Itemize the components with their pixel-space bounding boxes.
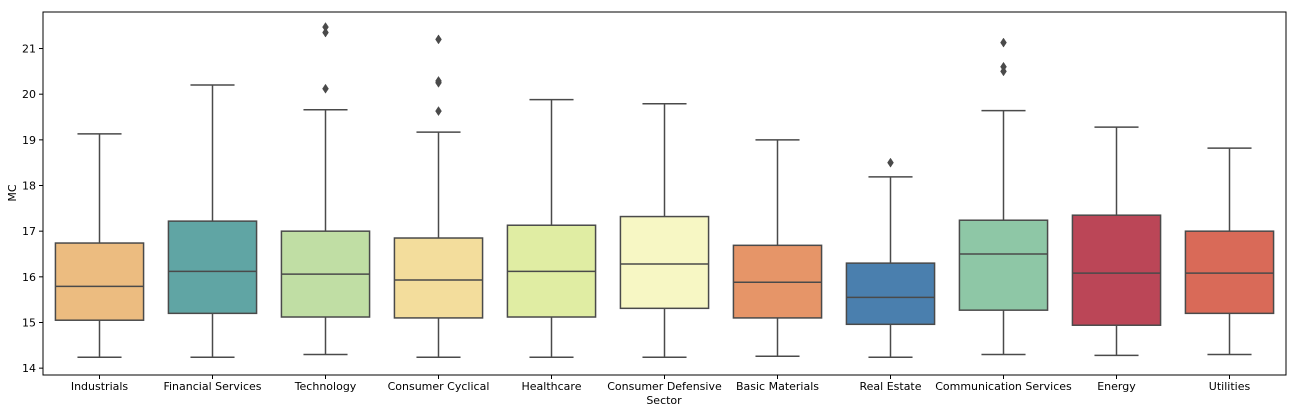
outlier-point [435,106,442,117]
x-tick-label: Technology [294,380,357,393]
x-axis: Industrials Financial Services Technology C… [71,375,1251,393]
box-marks [54,22,1275,358]
box-group [619,103,710,358]
x-axis-label: Sector [646,394,682,407]
y-tick-label: 21 [22,43,36,56]
outlier-point [435,75,442,86]
x-tick-label: Basic Materials [736,380,819,393]
y-tick-label: 14 [22,362,36,375]
y-axis: 14 15 16 17 18 19 20 21 [22,43,43,375]
box [619,215,710,310]
x-tick-label: Consumer Cyclical [388,380,490,393]
x-tick-label: Real Estate [859,380,921,393]
box [845,262,936,326]
box-group [506,98,597,358]
box [167,220,258,315]
box-group [167,84,258,358]
outlier-point [322,22,329,33]
x-tick-label: Utilities [1209,380,1251,393]
box [1071,214,1162,326]
box-group [280,22,371,356]
box [1184,230,1275,315]
outlier-point [322,83,329,94]
y-tick-label: 15 [22,316,36,329]
box-group [958,37,1049,356]
box-group [393,34,484,358]
y-tick-label: 20 [22,88,36,101]
outlier-point [887,157,894,168]
y-tick-label: 17 [22,225,36,238]
plot-frame [42,11,1287,376]
y-axis-label: MC [6,184,19,201]
x-tick-label: Communication Services [935,380,1072,393]
box-group [1071,126,1162,357]
x-tick-label: Financial Services [163,380,261,393]
box [958,219,1049,311]
x-tick-label: Healthcare [522,380,582,393]
y-tick-label: 18 [22,180,36,193]
outlier-point [322,27,329,38]
x-tick-label: Energy [1097,380,1136,393]
y-tick-label: 19 [22,134,36,147]
outlier-point [1000,37,1007,48]
box-group [732,139,823,358]
box-group [1184,147,1275,356]
box [54,242,145,321]
y-tick-label: 16 [22,271,36,284]
x-tick-label: Industrials [71,380,129,393]
x-tick-label: Consumer Defensive [607,380,722,393]
box-group [54,133,145,358]
outlier-point [435,34,442,45]
outlier-point [1000,61,1007,72]
box-group [845,157,936,358]
box [393,237,484,319]
